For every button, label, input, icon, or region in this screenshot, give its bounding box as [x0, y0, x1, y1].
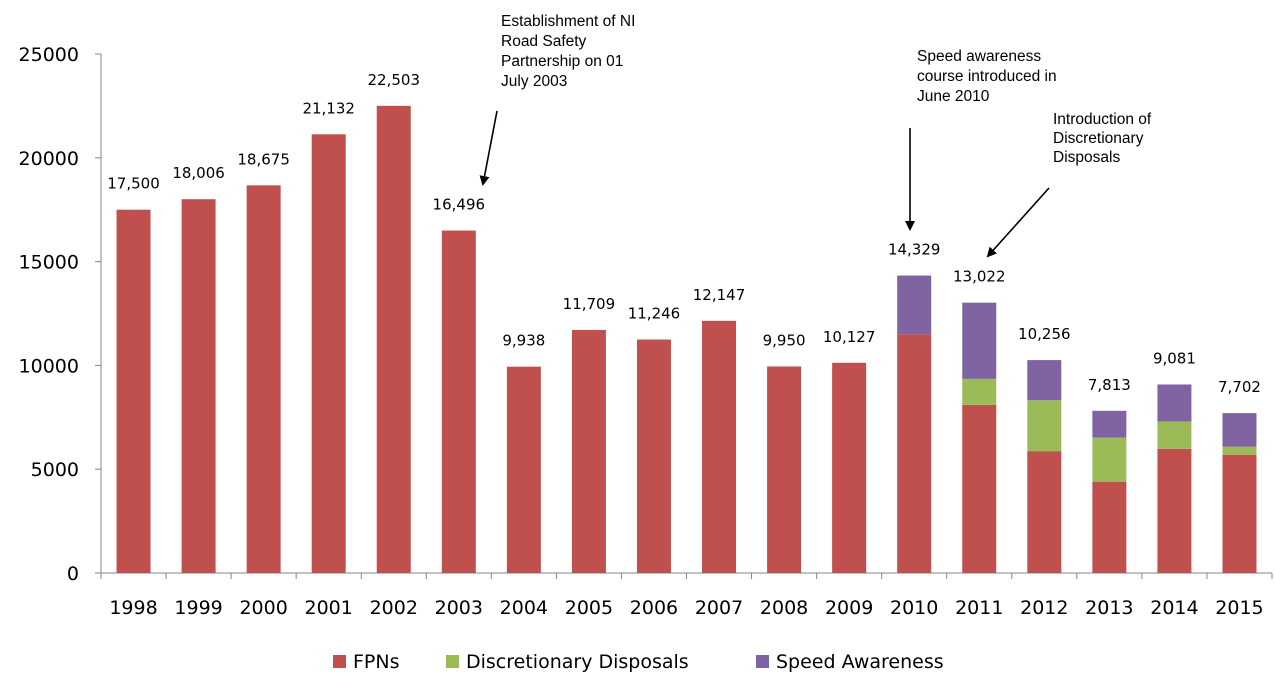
bar-fpns	[116, 209, 151, 573]
annotation-text: Introduction of	[1053, 111, 1152, 128]
x-tick-label: 2005	[565, 597, 613, 619]
total-label: 9,081	[1153, 349, 1196, 367]
annotation-text: course introduced in	[917, 68, 1057, 85]
x-tick-label: 2000	[239, 597, 287, 619]
y-tick-label: 15000	[19, 252, 79, 274]
x-tick-label: 2004	[500, 597, 548, 619]
bar-discretionary-disposals	[962, 378, 997, 405]
total-label: 22,503	[368, 71, 421, 89]
legend-label: Speed Awareness	[776, 651, 944, 673]
annotations: Establishment of NI Road Safety Partnershi…	[479, 13, 1152, 258]
bar-fpns	[181, 199, 216, 573]
bar-fpns	[246, 185, 281, 573]
x-tick-label: 2008	[760, 597, 808, 619]
annotation-text: Disposals	[1053, 149, 1120, 166]
bar-discretionary-disposals	[1027, 400, 1062, 452]
total-label: 9,938	[502, 332, 545, 350]
y-tick-label: 25000	[19, 44, 79, 66]
x-tick-label: 2014	[1150, 597, 1198, 619]
total-label: 10,127	[823, 328, 876, 346]
bar-fpns	[767, 366, 802, 573]
total-label: 18,006	[172, 164, 225, 182]
bar-discretionary-disposals	[1157, 421, 1192, 449]
legend-swatch	[446, 655, 459, 668]
bar-fpns	[1157, 448, 1192, 573]
annotation-text: Road Safety	[501, 33, 587, 50]
total-label: 17,500	[107, 175, 160, 193]
x-tick-label: 2006	[630, 597, 678, 619]
annotation-text: Establishment of NI	[501, 13, 635, 30]
bar-fpns	[897, 334, 932, 573]
y-tick-label: 0	[67, 563, 79, 585]
bar-fpns	[1092, 481, 1127, 573]
bar-fpns	[571, 329, 606, 573]
legend-swatch	[333, 655, 346, 668]
bar-fpns	[311, 134, 346, 573]
x-tick-label: 2003	[435, 597, 483, 619]
annotation-text: Speed awareness	[917, 48, 1041, 65]
bar-fpns	[1222, 454, 1257, 573]
x-tick-label: 2012	[1020, 597, 1068, 619]
annotation-text: July 2003	[501, 73, 567, 90]
total-label: 18,675	[237, 150, 290, 168]
total-label: 11,246	[628, 305, 681, 323]
legend-swatch	[756, 655, 769, 668]
total-label: 21,132	[302, 99, 355, 117]
x-tick-label: 2015	[1215, 597, 1263, 619]
y-axis-ticks: 0 5000 10000 15000 20000 25000	[19, 44, 102, 585]
bar-fpns	[1027, 451, 1062, 573]
bar-speed-awareness	[897, 275, 932, 335]
x-tick-label: 2013	[1085, 597, 1133, 619]
legend-label: FPNs	[353, 651, 400, 673]
total-label: 13,022	[953, 268, 1006, 286]
bars	[116, 105, 1257, 574]
total-label: 14,329	[888, 241, 941, 259]
x-tick-label: 2010	[890, 597, 938, 619]
total-label: 9,950	[763, 331, 806, 349]
bar-speed-awareness	[1092, 410, 1127, 438]
annotation-text: June 2010	[917, 88, 990, 105]
bar-speed-awareness	[962, 302, 997, 379]
x-tick-label: 2011	[955, 597, 1003, 619]
bar-discretionary-disposals	[1092, 437, 1127, 482]
total-label: 7,813	[1088, 376, 1131, 394]
x-tick-label: 1999	[174, 597, 222, 619]
x-tick-label: 1998	[109, 597, 157, 619]
legend: FPNs Discretionary Disposals Speed Awarene…	[333, 651, 944, 673]
bar-discretionary-disposals	[1222, 446, 1257, 455]
bar-fpns	[702, 320, 737, 573]
annotation-text: Partnership on 01	[501, 53, 623, 70]
total-labels: 17,500 18,006 18,675 21,132 22,503 16,496 9,93…	[107, 71, 1261, 396]
bar-speed-awareness	[1157, 384, 1192, 422]
bar-fpns	[441, 230, 476, 574]
bar-speed-awareness	[1222, 413, 1257, 447]
annotation-arrow	[479, 110, 498, 186]
x-axis: 1998 1999 2000 2001 2002 2003 2004 2005 2006 2007…	[100, 572, 1273, 619]
bar-fpns	[636, 339, 671, 573]
total-label: 16,496	[433, 196, 486, 214]
annotation-text: Discretionary	[1053, 130, 1144, 147]
total-label: 7,702	[1218, 378, 1261, 396]
x-tick-label: 2002	[370, 597, 418, 619]
total-label: 12,147	[693, 286, 746, 304]
bar-fpns	[832, 362, 867, 573]
total-label: 10,256	[1018, 325, 1071, 343]
y-tick-label: 5000	[31, 459, 79, 481]
y-tick-label: 20000	[19, 148, 79, 170]
bar-fpns	[506, 366, 541, 573]
bar-fpns	[962, 404, 997, 573]
x-tick-label: 2009	[825, 597, 873, 619]
y-tick-label: 10000	[19, 355, 79, 377]
total-label: 11,709	[563, 295, 616, 313]
x-tick-label: 2001	[305, 597, 353, 619]
bar-speed-awareness	[1027, 360, 1062, 401]
legend-label: Discretionary Disposals	[466, 651, 689, 673]
x-tick-label: 2007	[695, 597, 743, 619]
annotation-arrow	[986, 187, 1050, 258]
bar-fpns	[376, 105, 411, 574]
